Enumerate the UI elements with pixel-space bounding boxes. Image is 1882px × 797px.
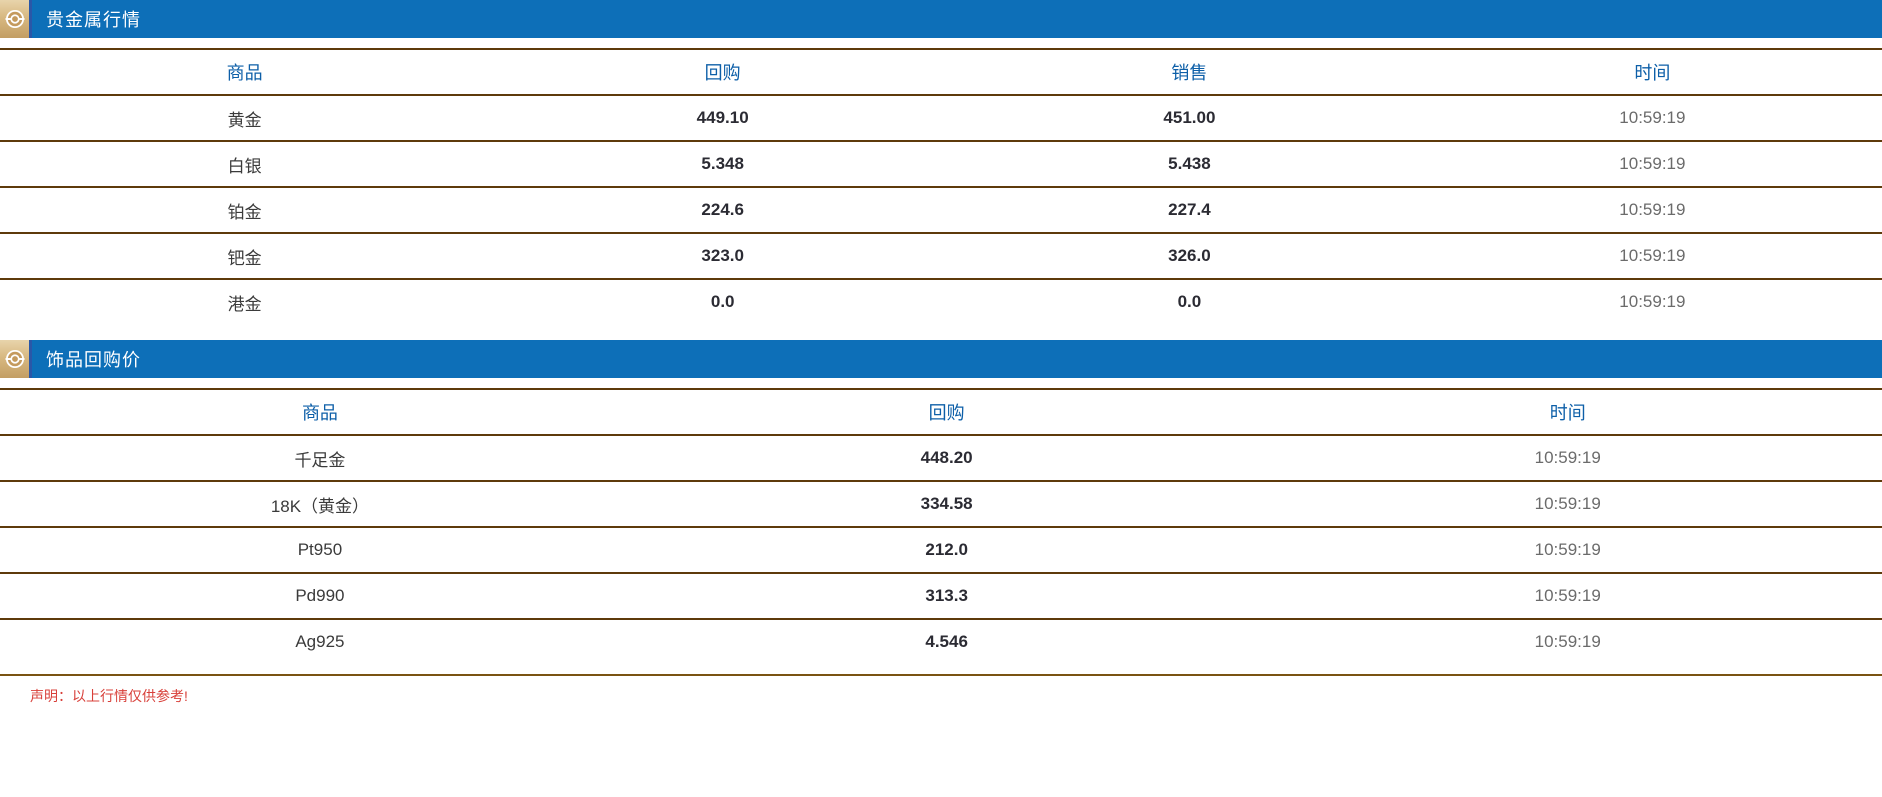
footer: 声明：以上行情仅供参考! — [0, 674, 1882, 706]
column-header-product: 商品 — [301, 403, 338, 423]
cell-buyback: 449.10 — [696, 108, 749, 127]
cell-time: 10:59:19 — [1619, 154, 1686, 173]
table-row: 18K（黄金） 334.58 10:59:19 — [0, 481, 1882, 527]
cell-product: 铂金 — [227, 202, 262, 222]
column-header-buyback: 回购 — [928, 403, 965, 423]
table-row: 港金 0.0 0.0 10:59:19 — [0, 279, 1882, 324]
cell-product: Pt950 — [297, 540, 343, 559]
cell-time: 10:59:19 — [1534, 632, 1601, 651]
cell-product: 港金 — [227, 294, 262, 314]
cell-buyback: 5.348 — [701, 154, 744, 173]
target-diamond-icon — [0, 340, 32, 378]
cell-product: 白银 — [227, 156, 262, 176]
cell-time: 10:59:19 — [1534, 494, 1601, 513]
cell-product: 18K（黄金） — [270, 496, 370, 516]
cell-buyback: 448.20 — [920, 448, 973, 467]
table-row: 黄金 449.10 451.00 10:59:19 — [0, 95, 1882, 141]
cell-sale: 451.00 — [1163, 108, 1216, 127]
cell-time: 10:59:19 — [1619, 108, 1686, 127]
table-row: 铂金 224.6 227.4 10:59:19 — [0, 187, 1882, 233]
table-row: Pd990 313.3 10:59:19 — [0, 573, 1882, 619]
column-header-buyback: 回购 — [704, 63, 741, 83]
column-header-time: 时间 — [1634, 63, 1671, 83]
cell-sale: 326.0 — [1168, 246, 1211, 265]
table-row: 千足金 448.20 10:59:19 — [0, 435, 1882, 481]
table-row: 白银 5.348 5.438 10:59:19 — [0, 141, 1882, 187]
disclaimer-text: 声明：以上行情仅供参考! — [30, 688, 188, 704]
cell-time: 10:59:19 — [1534, 586, 1601, 605]
cell-time: 10:59:19 — [1534, 448, 1601, 467]
cell-sale: 5.438 — [1168, 154, 1211, 173]
table-header-row: 商品 回购 时间 — [0, 389, 1882, 435]
target-diamond-icon — [0, 0, 32, 38]
cell-time: 10:59:19 — [1619, 246, 1686, 265]
section-header-jewelry-buyback: 饰品回购价 — [0, 340, 1882, 378]
section-divider-gap — [0, 324, 1882, 340]
section-header-precious-metals: 贵金属行情 — [0, 0, 1882, 38]
cell-time: 10:59:19 — [1619, 200, 1686, 219]
cell-product: 钯金 — [227, 248, 262, 268]
cell-time: 10:59:19 — [1534, 540, 1601, 559]
cell-product: 千足金 — [294, 450, 346, 470]
table-row: Pt950 212.0 10:59:19 — [0, 527, 1882, 573]
cell-buyback: 224.6 — [701, 200, 744, 219]
cell-buyback: 323.0 — [701, 246, 744, 265]
cell-buyback: 0.0 — [710, 292, 735, 311]
table-row: 钯金 323.0 326.0 10:59:19 — [0, 233, 1882, 279]
precious-metals-table: 商品 回购 销售 时间 黄金 449.10 451.00 10:59:19 白银… — [0, 48, 1882, 324]
cell-buyback: 334.58 — [920, 494, 973, 513]
table-row: Ag925 4.546 10:59:19 — [0, 619, 1882, 664]
cell-product: Pd990 — [295, 586, 345, 605]
cell-product: Ag925 — [295, 632, 345, 651]
cell-time: 10:59:19 — [1619, 292, 1686, 311]
cell-sale: 0.0 — [1177, 292, 1202, 311]
jewelry-buyback-table: 商品 回购 时间 千足金 448.20 10:59:19 18K（黄金） 334… — [0, 388, 1882, 664]
table-header-row: 商品 回购 销售 时间 — [0, 49, 1882, 95]
column-header-product: 商品 — [226, 63, 263, 83]
cell-buyback: 4.546 — [925, 632, 968, 651]
column-header-sale: 销售 — [1171, 63, 1208, 83]
precious-metals-table-wrap: 商品 回购 销售 时间 黄金 449.10 451.00 10:59:19 白银… — [0, 48, 1882, 324]
cell-product: 黄金 — [227, 110, 262, 130]
cell-buyback: 212.0 — [925, 540, 968, 559]
cell-sale: 227.4 — [1168, 200, 1211, 219]
jewelry-buyback-table-wrap: 商品 回购 时间 千足金 448.20 10:59:19 18K（黄金） 334… — [0, 388, 1882, 664]
section-title: 饰品回购价 — [46, 350, 141, 370]
section-title: 贵金属行情 — [46, 10, 141, 30]
cell-buyback: 313.3 — [925, 586, 968, 605]
column-header-time: 时间 — [1549, 403, 1586, 423]
